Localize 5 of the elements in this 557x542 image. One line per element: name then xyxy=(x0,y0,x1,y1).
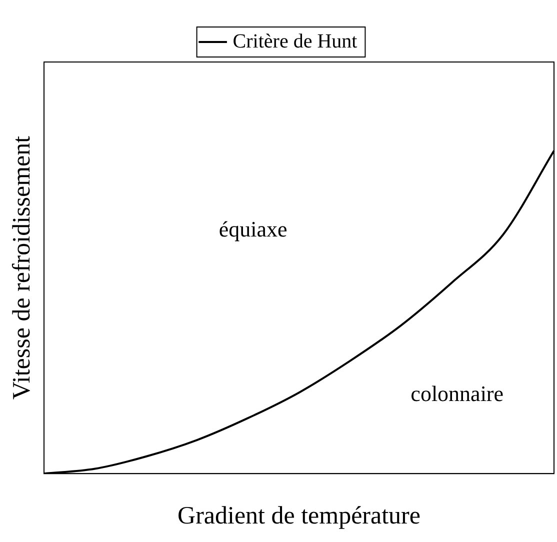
annotation: équiaxe xyxy=(218,216,288,242)
y-axis-title: Vitesse de refroidissement xyxy=(8,136,36,400)
annotation: colonnaire xyxy=(410,381,504,406)
x-axis-title: Gradient de température xyxy=(178,502,420,530)
legend-label: Critère de Hunt xyxy=(232,30,358,52)
